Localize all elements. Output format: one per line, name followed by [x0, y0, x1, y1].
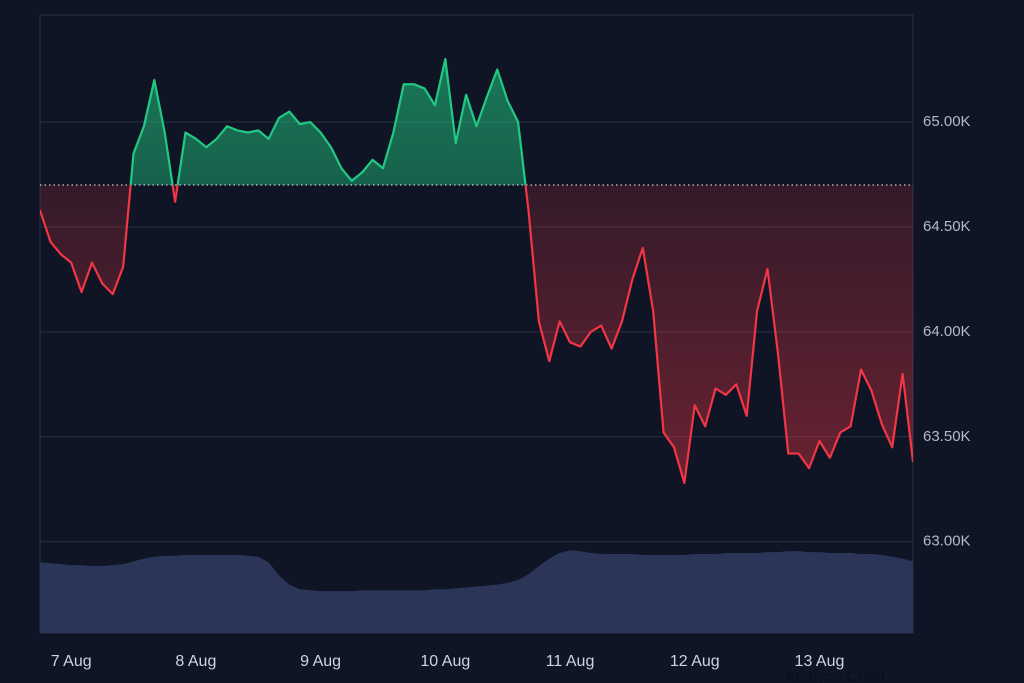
- price-line-up: [129, 57, 527, 185]
- area-up: [40, 59, 913, 185]
- y-tick-label: 63.00K: [923, 533, 971, 550]
- x-tick-label: 11 Aug: [546, 653, 595, 670]
- area-down: [40, 184, 913, 483]
- y-tick-label: 63.50K: [923, 428, 971, 445]
- price-line-down: [40, 184, 913, 485]
- analyze-chart-link[interactable]: Analyze Chart: [785, 669, 886, 683]
- x-tick-label: 12 Aug: [670, 653, 720, 670]
- x-tick-label: 8 Aug: [175, 653, 216, 670]
- x-tick-label: 13 Aug: [795, 653, 845, 670]
- y-tick-label: 65.00K: [923, 113, 971, 130]
- y-tick-label: 64.00K: [923, 323, 971, 340]
- x-tick-label: 10 Aug: [420, 653, 470, 670]
- y-tick-label: 64.50K: [923, 218, 971, 235]
- volume-area: [40, 550, 913, 633]
- x-tick-label: 9 Aug: [300, 653, 341, 670]
- x-tick-label: 7 Aug: [51, 653, 92, 670]
